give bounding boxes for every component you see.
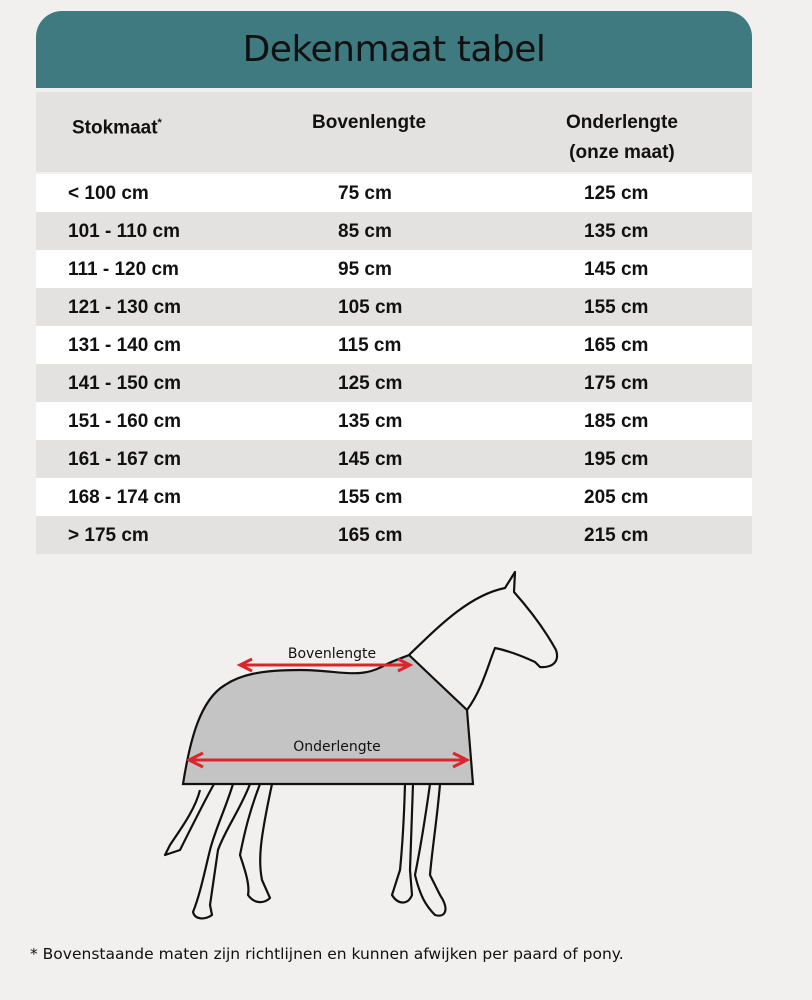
- bovenlengte-cell: 135 cm: [338, 411, 403, 432]
- horse-head-neck: [408, 570, 559, 711]
- bottom-arrow: [185, 751, 471, 769]
- stokmaat-cell: 101 - 110 cm: [68, 221, 180, 242]
- stokmaat-cell: < 100 cm: [68, 183, 149, 204]
- onderlengte-cell: 135 cm: [584, 221, 649, 242]
- stokmaat-cell: > 175 cm: [68, 525, 149, 546]
- table-row: 161 - 167 cm 145 cm 195 cm: [36, 440, 752, 478]
- table-row: 121 - 130 cm 105 cm 155 cm: [36, 288, 752, 326]
- onderlengte-cell: 215 cm: [584, 525, 649, 546]
- onderlengte-cell: 165 cm: [584, 335, 649, 356]
- onderlengte-cell: 155 cm: [584, 297, 649, 318]
- bovenlengte-cell: 125 cm: [338, 373, 403, 394]
- stokmaat-cell: 151 - 160 cm: [68, 411, 182, 432]
- header-onderlengte: Onderlengte (onze maat): [566, 112, 678, 163]
- stokmaat-cell: 141 - 150 cm: [68, 373, 182, 394]
- bovenlengte-cell: 115 cm: [338, 335, 402, 356]
- stokmaat-cell: 131 - 140 cm: [68, 335, 182, 356]
- bottom-arrow-label: Onderlengte: [293, 739, 381, 755]
- bovenlengte-cell: 145 cm: [338, 449, 403, 470]
- stokmaat-cell: 161 - 167 cm: [68, 449, 182, 470]
- bovenlengte-cell: 165 cm: [338, 525, 403, 546]
- top-arrow-label: Bovenlengte: [288, 646, 376, 662]
- table-row: 111 - 120 cm 95 cm 145 cm: [36, 250, 752, 288]
- bovenlengte-cell: 155 cm: [338, 487, 403, 508]
- stokmaat-cell: 121 - 130 cm: [68, 297, 182, 318]
- title-bar: Dekenmaat tabel: [36, 11, 752, 88]
- bovenlengte-cell: 75 cm: [338, 183, 392, 204]
- table-row: > 175 cm 165 cm 215 cm: [36, 516, 752, 554]
- table-row: 168 - 174 cm 155 cm 205 cm: [36, 478, 752, 516]
- size-table: Stokmaat* Bovenlengte Onderlengte (onze m…: [36, 92, 752, 554]
- table-row: < 100 cm 75 cm 125 cm: [36, 174, 752, 212]
- table-row: 141 - 150 cm 125 cm 175 cm: [36, 364, 752, 402]
- footnote: * Bovenstaande maten zijn richtlijnen en…: [30, 945, 624, 963]
- header-stokmaat: Stokmaat*: [72, 117, 162, 139]
- horse-hind-legs: [163, 783, 274, 920]
- table-row: 101 - 110 cm 85 cm 135 cm: [36, 212, 752, 250]
- table-header: Stokmaat* Bovenlengte Onderlengte (onze m…: [36, 92, 752, 172]
- table-row: 151 - 160 cm 135 cm 185 cm: [36, 402, 752, 440]
- onderlengte-cell: 125 cm: [584, 183, 649, 204]
- onderlengte-cell: 195 cm: [584, 449, 649, 470]
- onderlengte-cell: 175 cm: [584, 373, 649, 394]
- bovenlengte-cell: 105 cm: [338, 297, 403, 318]
- table-row: 131 - 140 cm 115 cm 165 cm: [36, 326, 752, 364]
- onderlengte-cell: 205 cm: [584, 487, 649, 508]
- stokmaat-cell: 111 - 120 cm: [68, 259, 179, 280]
- page-title: Dekenmaat tabel: [242, 29, 546, 70]
- blanket: [181, 653, 475, 786]
- bovenlengte-cell: 95 cm: [338, 259, 392, 280]
- onderlengte-cell: 145 cm: [584, 259, 649, 280]
- header-bovenlengte: Bovenlengte: [312, 112, 427, 133]
- top-arrow: [236, 657, 414, 673]
- stokmaat-cell: 168 - 174 cm: [68, 487, 182, 508]
- bovenlengte-cell: 85 cm: [338, 221, 392, 242]
- horse-front-legs: [390, 783, 447, 917]
- onderlengte-cell: 185 cm: [584, 411, 649, 432]
